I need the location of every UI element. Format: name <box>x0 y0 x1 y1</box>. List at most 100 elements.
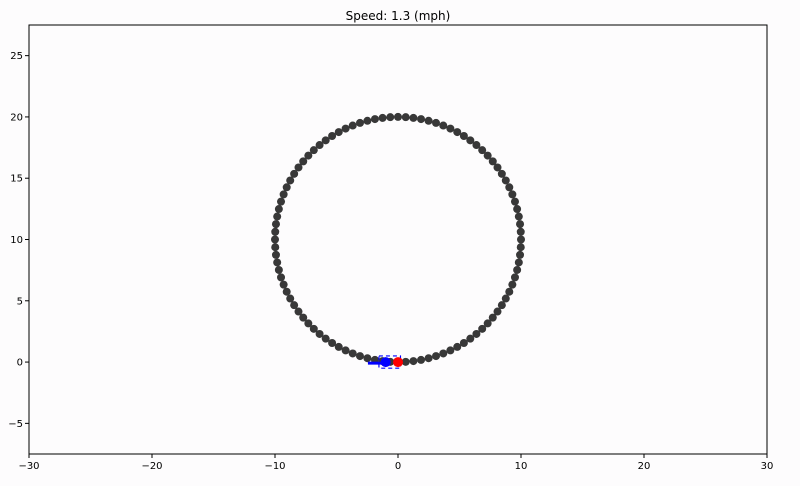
y-tick-label: 0 <box>17 358 23 369</box>
x-tick-label: 0 <box>395 461 401 472</box>
y-tick-label: −5 <box>8 419 23 430</box>
path-point <box>294 163 303 172</box>
path-point <box>516 250 525 259</box>
path-point <box>334 342 343 351</box>
path-point <box>459 132 468 141</box>
path-point <box>355 352 364 361</box>
path-point <box>478 146 487 155</box>
path-point <box>446 124 455 133</box>
path-point <box>315 329 324 338</box>
path-point <box>271 227 280 236</box>
x-tick-label: 30 <box>761 461 774 472</box>
path-point <box>505 183 514 192</box>
path-point <box>514 258 523 267</box>
vehicle-bounding-box <box>378 355 402 369</box>
x-tick-label: −10 <box>264 461 285 472</box>
path-point <box>363 354 372 363</box>
path-point <box>508 280 517 289</box>
path-point <box>290 301 299 310</box>
path-point <box>309 324 318 333</box>
path-point <box>488 157 497 166</box>
plot-area <box>29 25 767 454</box>
path-point <box>513 265 522 274</box>
path-point <box>328 338 337 347</box>
path-point <box>513 205 522 214</box>
path-point <box>378 113 387 122</box>
path-point <box>424 116 433 125</box>
path-point <box>274 265 283 274</box>
path-point <box>348 121 357 130</box>
path-point <box>493 307 502 316</box>
path-point <box>277 197 286 206</box>
path-point <box>517 235 525 244</box>
path-point <box>401 113 410 122</box>
y-tick-label: 15 <box>10 174 23 185</box>
path-point <box>472 329 481 338</box>
path-point <box>478 324 487 333</box>
path-point <box>299 157 308 166</box>
path-point <box>516 220 525 229</box>
path-point <box>453 128 462 137</box>
chart-title: Speed: 1.3 (mph) <box>346 9 451 23</box>
y-tick-label: 5 <box>17 296 23 307</box>
path-point <box>497 301 506 310</box>
path-point <box>439 121 448 130</box>
axis-ticks: −30 −20 −10 0 10 20 30 −5 0 5 10 15 20 25 <box>8 51 773 472</box>
path-point <box>439 349 448 358</box>
path-point <box>516 243 525 252</box>
path-point <box>271 220 280 229</box>
path-point <box>483 319 492 328</box>
chart-marks <box>271 112 525 369</box>
x-tick-label: −30 <box>18 461 39 472</box>
path-point <box>309 146 318 155</box>
path-point <box>271 250 280 259</box>
path-point <box>514 212 523 221</box>
path-point <box>290 169 299 178</box>
path-point <box>328 132 337 141</box>
path-point <box>286 294 295 303</box>
path-point <box>355 118 364 127</box>
path-point <box>417 355 426 364</box>
path-point <box>401 357 410 366</box>
y-tick-label: 20 <box>10 112 23 123</box>
path-point <box>472 141 481 150</box>
x-tick-label: 20 <box>638 461 651 472</box>
path-point <box>501 294 510 303</box>
path-point <box>273 258 282 267</box>
path-point <box>409 357 418 366</box>
path-point <box>508 190 517 199</box>
path-point <box>466 334 475 343</box>
path-point <box>453 342 462 351</box>
path-point <box>386 113 395 122</box>
vehicle-center-point <box>380 357 391 368</box>
path-point <box>446 346 455 355</box>
path-point <box>409 113 418 122</box>
path-point <box>321 136 330 145</box>
path-point <box>341 124 350 133</box>
path-point <box>483 151 492 160</box>
path-point <box>304 151 313 160</box>
path-point <box>424 354 433 363</box>
path-point <box>417 115 426 124</box>
path-point <box>394 112 402 121</box>
y-tick-label: 10 <box>10 235 23 246</box>
path-point <box>321 334 330 343</box>
path-point <box>466 136 475 145</box>
path-point <box>516 227 525 236</box>
path-point <box>510 273 519 282</box>
path-point <box>273 212 282 221</box>
path-point <box>505 287 514 296</box>
path-point <box>370 115 379 124</box>
path-point <box>294 307 303 316</box>
path-point <box>282 287 291 296</box>
path-point <box>432 352 441 361</box>
path-point <box>279 280 288 289</box>
path-point <box>299 313 308 322</box>
path-point <box>488 313 497 322</box>
path-point <box>286 176 295 185</box>
plot-frame <box>28 24 768 455</box>
y-tick-label: 25 <box>10 51 23 62</box>
path-point <box>277 273 286 282</box>
path-point <box>279 190 288 199</box>
